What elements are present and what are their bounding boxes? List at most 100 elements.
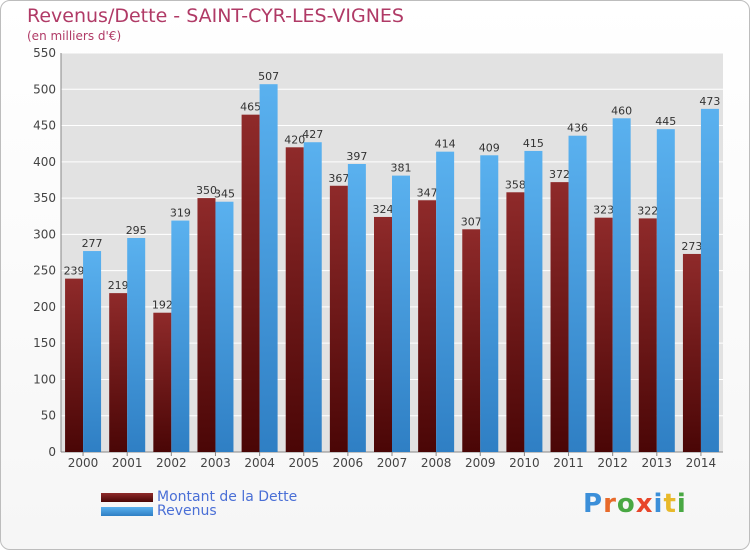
data-label-dette: 420 xyxy=(284,133,305,146)
y-tick-label: 500 xyxy=(33,82,56,96)
bar-dette xyxy=(594,217,613,452)
logo-letter: o xyxy=(616,489,636,519)
y-tick-label: 150 xyxy=(33,336,56,350)
data-label-revenus: 445 xyxy=(655,115,676,128)
y-tick-label: 350 xyxy=(33,191,56,205)
y-tick-label: 450 xyxy=(33,119,56,133)
bar-dette xyxy=(285,147,304,453)
bar-dette xyxy=(506,192,525,452)
legend-swatch-revenus xyxy=(101,506,153,516)
chart-subtitle: (en milliers d'€) xyxy=(27,29,122,43)
bar-revenus xyxy=(700,108,719,453)
legend-label-dette: Montant de la Dette xyxy=(157,489,298,505)
logo-letter: i xyxy=(653,489,664,519)
y-tick-label: 50 xyxy=(41,409,56,423)
x-tick-label: 2012 xyxy=(597,456,628,470)
data-label-dette: 358 xyxy=(505,178,526,191)
x-tick-label: 2011 xyxy=(553,456,584,470)
data-label-revenus: 319 xyxy=(170,207,191,220)
bar-revenus xyxy=(259,84,278,452)
data-label-dette: 367 xyxy=(328,172,349,185)
bar-revenus xyxy=(347,163,366,452)
bar-revenus xyxy=(524,150,543,452)
data-label-revenus: 415 xyxy=(523,137,544,150)
data-label-dette: 239 xyxy=(64,265,85,278)
bar-revenus xyxy=(392,175,410,453)
x-tick-label: 2009 xyxy=(465,456,496,470)
x-tick-label: 2010 xyxy=(509,456,540,470)
logo-letter: i xyxy=(676,489,687,519)
bar-dette xyxy=(153,312,172,452)
x-tick-label: 2008 xyxy=(421,456,452,470)
bar-revenus xyxy=(83,251,102,452)
logo-letter: t xyxy=(663,489,677,519)
bar-dette xyxy=(462,229,481,452)
y-tick-label: 400 xyxy=(33,155,56,169)
data-label-dette: 324 xyxy=(373,203,394,216)
data-label-dette: 323 xyxy=(593,204,614,217)
data-label-revenus: 295 xyxy=(126,224,147,237)
x-tick-label: 2001 xyxy=(112,456,143,470)
x-tick-label: 2000 xyxy=(68,456,99,470)
bar-revenus xyxy=(480,155,499,452)
data-label-revenus: 345 xyxy=(214,188,235,201)
data-label-dette: 192 xyxy=(152,299,173,312)
y-tick-label: 300 xyxy=(33,227,56,241)
bar-dette xyxy=(374,216,392,452)
chart-title: Revenus/Dette - SAINT-CYR-LES-VIGNES xyxy=(27,5,404,27)
y-tick-label: 200 xyxy=(33,300,56,314)
x-tick-label: 2004 xyxy=(244,456,275,470)
bar-dette xyxy=(418,200,437,452)
data-label-revenus: 427 xyxy=(302,128,323,141)
data-label-revenus: 473 xyxy=(699,95,720,108)
bar-dette xyxy=(65,278,84,452)
legend-item-revenus: Revenus xyxy=(101,503,217,519)
x-tick-label: 2013 xyxy=(642,456,673,470)
logo-letter: r xyxy=(603,489,617,519)
data-label-dette: 465 xyxy=(240,101,261,114)
data-label-revenus: 381 xyxy=(391,162,412,175)
data-label-revenus: 460 xyxy=(611,104,632,117)
legend-swatch-dette xyxy=(101,492,153,502)
data-label-dette: 350 xyxy=(196,184,217,197)
bar-dette xyxy=(329,185,348,452)
bar-revenus xyxy=(568,135,587,452)
bar-revenus xyxy=(127,237,146,452)
proxiti-logo: Proxiti xyxy=(583,489,687,519)
legend-label-revenus: Revenus xyxy=(157,503,217,519)
bar-revenus xyxy=(303,142,322,453)
data-label-dette: 273 xyxy=(681,240,702,253)
data-label-revenus: 507 xyxy=(258,70,279,83)
data-label-dette: 322 xyxy=(637,204,658,217)
logo-letter: x xyxy=(635,489,654,519)
bar-revenus xyxy=(656,129,675,452)
bar-revenus xyxy=(215,201,234,452)
bar-revenus xyxy=(612,118,631,453)
x-tick-label: 2006 xyxy=(333,456,364,470)
bar-dette xyxy=(638,218,657,452)
bar-dette xyxy=(550,182,569,452)
data-label-revenus: 409 xyxy=(479,141,500,154)
bar-dette xyxy=(109,293,128,452)
data-label-dette: 347 xyxy=(417,186,438,199)
data-label-dette: 307 xyxy=(461,215,482,228)
data-label-revenus: 397 xyxy=(346,150,367,163)
data-label-revenus: 277 xyxy=(82,237,103,250)
x-tick-label: 2002 xyxy=(156,456,187,470)
data-label-revenus: 436 xyxy=(567,122,588,135)
x-tick-label: 2003 xyxy=(200,456,231,470)
legend-item-dette: Montant de la Dette xyxy=(101,489,297,505)
x-tick-label: 2005 xyxy=(288,456,319,470)
bar-dette xyxy=(682,253,701,452)
logo-letter: P xyxy=(583,489,604,519)
y-tick-label: 100 xyxy=(33,372,56,386)
data-label-dette: 219 xyxy=(108,279,129,292)
bar-revenus xyxy=(436,151,455,453)
y-tick-label: 0 xyxy=(48,445,56,459)
x-tick-label: 2014 xyxy=(686,456,717,470)
bar-revenus xyxy=(171,220,190,452)
y-tick-label: 550 xyxy=(33,46,56,60)
data-label-revenus: 414 xyxy=(435,138,456,151)
